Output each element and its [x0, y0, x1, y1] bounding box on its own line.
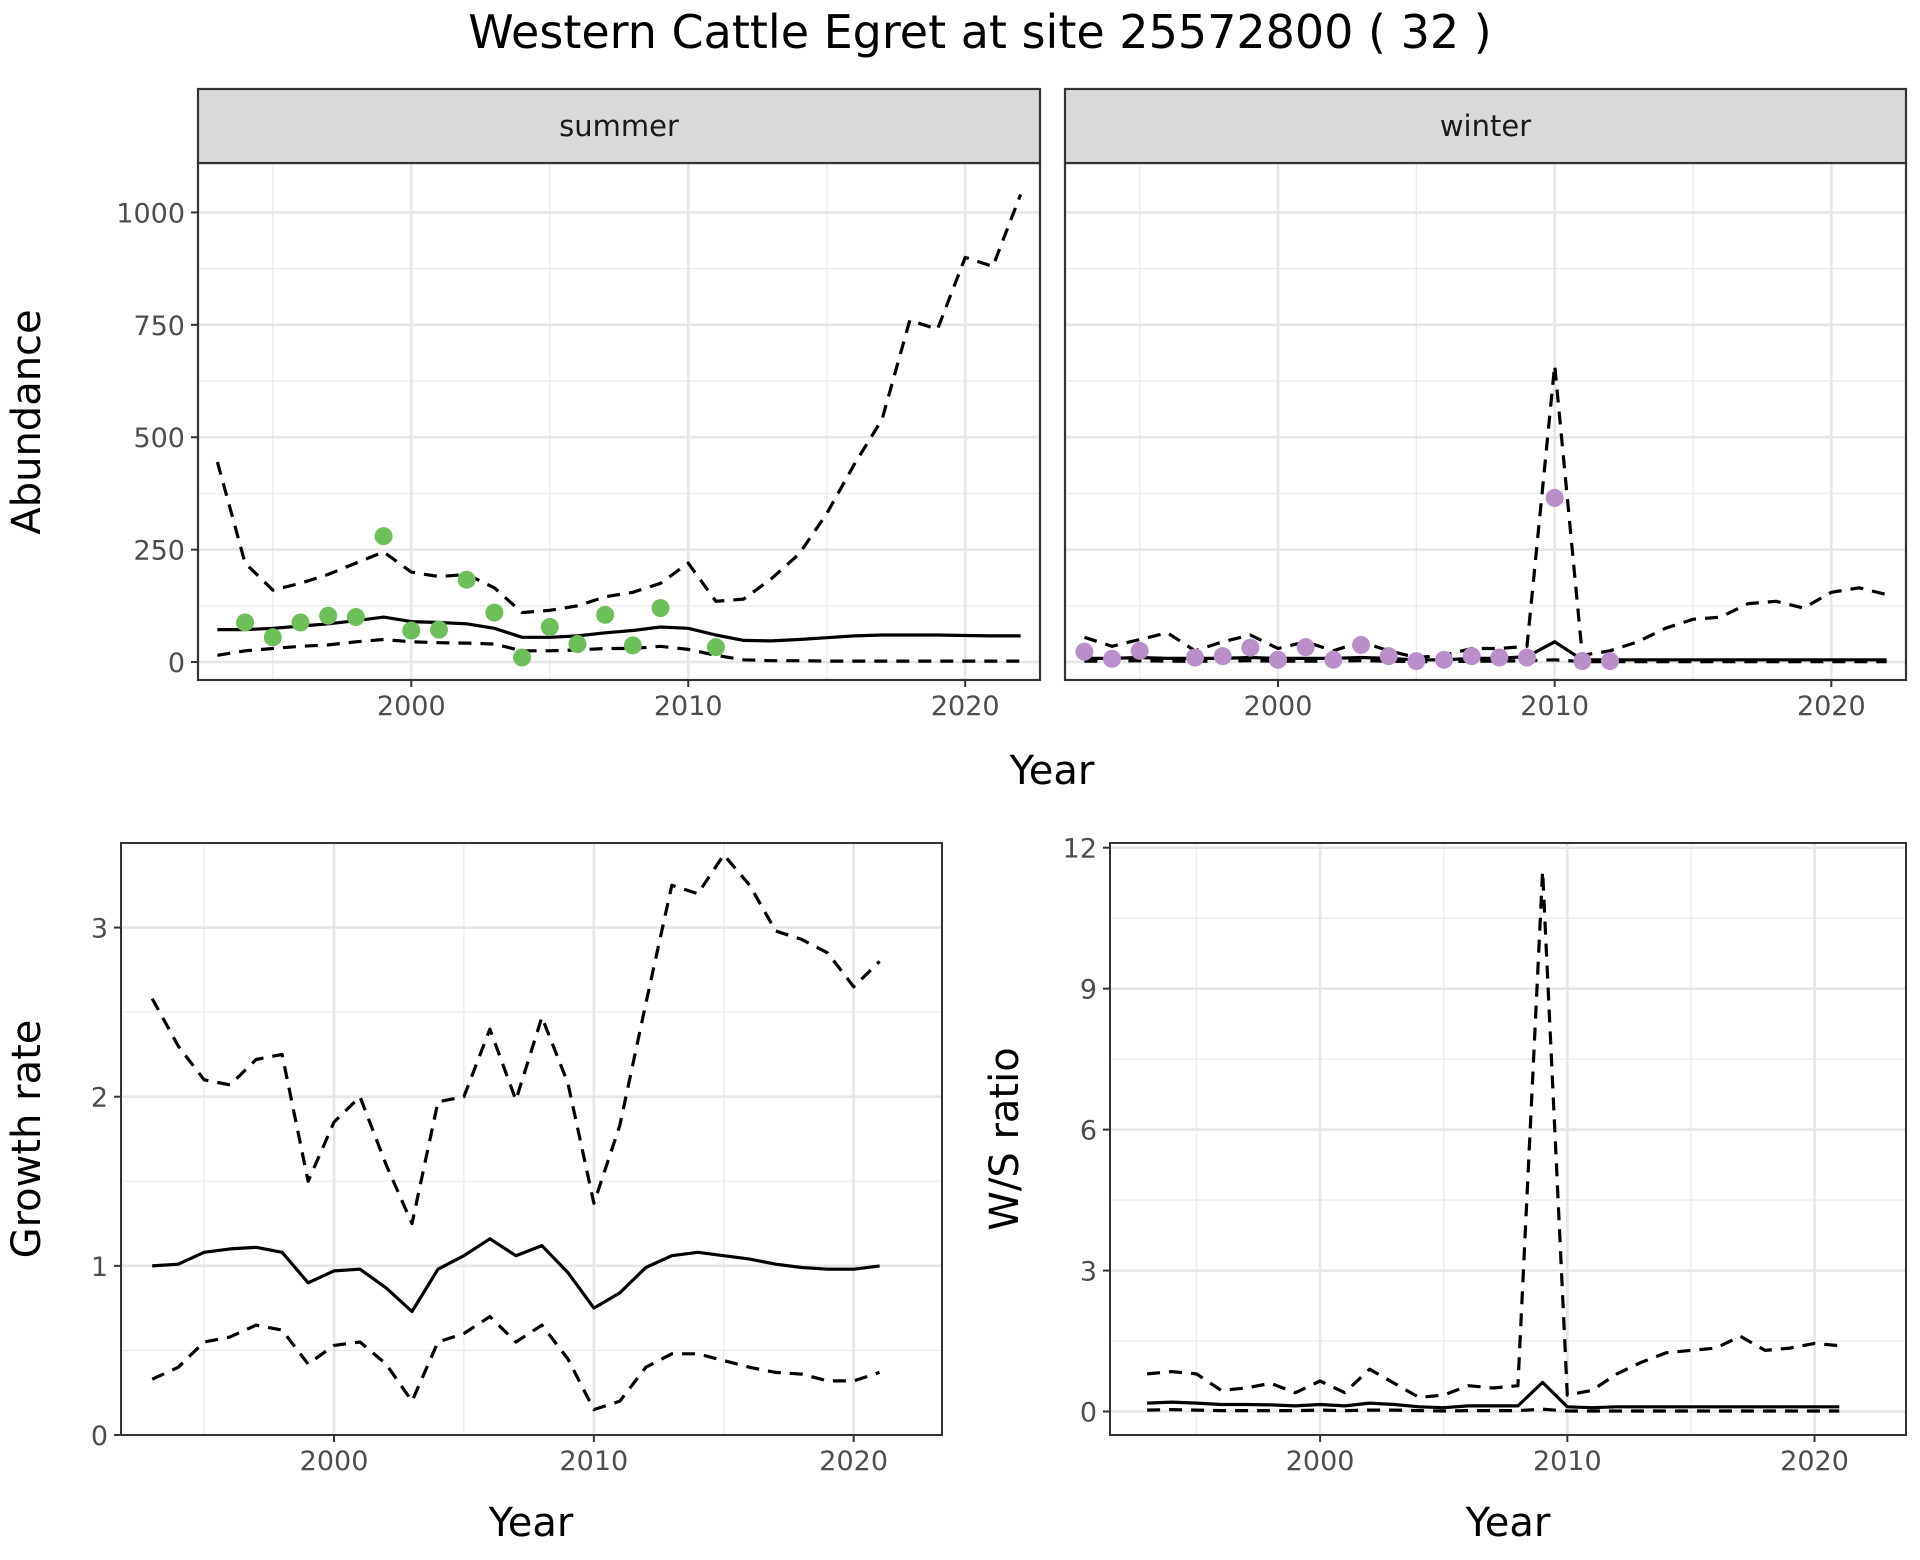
observation-point: [236, 613, 255, 632]
y-tick-label: 0: [91, 1421, 108, 1452]
lower-bound-line: [151, 1314, 881, 1412]
observation-point: [568, 635, 587, 654]
observation-point: [374, 527, 393, 546]
x-tick-label: 2010: [1520, 691, 1589, 722]
observation-point: [706, 638, 725, 657]
estimate-line: [152, 1237, 880, 1314]
observation-point: [1435, 650, 1454, 669]
x-tick-label: 2010: [654, 691, 723, 722]
x-tick-label: 2000: [1286, 1446, 1355, 1477]
x-tick-label: 2000: [377, 691, 446, 722]
observation-point: [1352, 635, 1371, 654]
plot-background: [198, 163, 1040, 680]
observation-point: [1324, 650, 1343, 669]
ratio-x-axis-title: Year: [1465, 1500, 1551, 1546]
plot-background: [121, 843, 942, 1435]
observation-point: [1490, 648, 1509, 667]
y-tick-label: 750: [133, 311, 185, 342]
observation-point: [457, 570, 476, 589]
y-tick-label: 9: [1080, 975, 1097, 1006]
plot-background: [1065, 163, 1906, 680]
panel-border: [120, 842, 943, 1436]
abundance-summer-panel: 2000 2010 2020 0 250 500 750 1000 summer: [116, 87, 1042, 722]
y-tick-label: 0: [1080, 1398, 1097, 1429]
panel-border: [1109, 842, 1907, 1436]
y-tick-label: 1: [91, 1252, 108, 1283]
facet-strip: [1063, 87, 1908, 165]
observation-point: [429, 620, 448, 639]
y-tick-label: 12: [1063, 834, 1097, 865]
lower-bound-line: [1147, 1407, 1840, 1413]
facet-strip-label: summer: [559, 109, 679, 143]
y-tick-label: 1000: [116, 198, 185, 229]
observation-point: [540, 617, 559, 636]
upper-bound-line: [1146, 869, 1840, 1400]
axis-titles: Year Abundance Year Growth rate Year W/S rati…: [4, 309, 1551, 1546]
observation-point: [1296, 638, 1315, 657]
estimate-line: [1147, 1380, 1840, 1410]
abundance-y-axis-title: Abundance: [4, 309, 50, 534]
observation-point: [1517, 648, 1536, 667]
abundance-x-axis-title: Year: [1009, 748, 1095, 794]
facet-strip-label: winter: [1440, 109, 1531, 143]
observation-point: [1379, 647, 1398, 666]
observation-point: [1407, 652, 1426, 671]
x-tick-label: 2010: [1533, 1446, 1602, 1477]
chart-title: Western Cattle Egret at site 25572800 ( …: [468, 5, 1491, 59]
observation-point: [291, 613, 310, 632]
plot-background: [1110, 843, 1906, 1435]
growth-y-axis-title: Growth rate: [4, 1020, 50, 1259]
observation-point: [1545, 488, 1564, 507]
observation-point: [513, 648, 532, 667]
observation-point: [596, 605, 615, 624]
upper-bound-line: [1083, 363, 1887, 660]
ws-ratio-panel: 2000 2010 2020 0 3 6 9 12: [1063, 834, 1907, 1477]
upper-bound-line: [215, 193, 1023, 615]
y-tick-label: 3: [1080, 1257, 1097, 1288]
x-tick-label: 2010: [559, 1446, 628, 1477]
y-tick-label: 6: [1080, 1116, 1097, 1147]
x-tick-label: 2020: [819, 1446, 888, 1477]
observation-point: [1103, 649, 1122, 668]
x-tick-label: 2020: [1797, 691, 1866, 722]
y-tick-label: 0: [168, 648, 185, 679]
lower-bound-line: [217, 637, 1021, 663]
upper-bound-line: [150, 853, 881, 1226]
observation-point: [1600, 652, 1619, 671]
observation-point: [651, 599, 670, 618]
growth-x-axis-title: Year: [488, 1500, 574, 1546]
y-tick-label: 250: [133, 536, 185, 567]
observation-point: [346, 608, 365, 627]
observation-point: [1075, 642, 1094, 661]
x-tick-label: 2020: [1780, 1446, 1849, 1477]
x-tick-label: 2000: [1244, 691, 1313, 722]
ratio-y-axis-title: W/S ratio: [982, 1047, 1028, 1230]
observation-point: [623, 636, 642, 655]
y-tick-label: 2: [91, 1083, 108, 1114]
observation-point: [1241, 638, 1260, 657]
y-tick-label: 3: [91, 914, 108, 945]
y-tick-label: 500: [133, 423, 185, 454]
growth-rate-panel: 2000 2010 2020 0 1 2 3: [91, 842, 943, 1477]
observation-point: [1130, 641, 1149, 660]
facet-strip: [196, 87, 1042, 165]
observation-point: [1269, 650, 1288, 669]
observation-point: [1573, 652, 1592, 671]
observation-point: [1462, 647, 1481, 666]
observation-point: [1186, 648, 1205, 667]
observation-point: [263, 628, 282, 647]
observation-point: [1213, 647, 1232, 666]
x-tick-label: 2020: [931, 691, 1000, 722]
observation-point: [402, 621, 421, 640]
x-tick-label: 2000: [300, 1446, 369, 1477]
observation-point: [319, 606, 338, 625]
observation-point: [485, 603, 504, 622]
abundance-winter-panel: 2000 2010 2020 winter: [1063, 87, 1908, 722]
